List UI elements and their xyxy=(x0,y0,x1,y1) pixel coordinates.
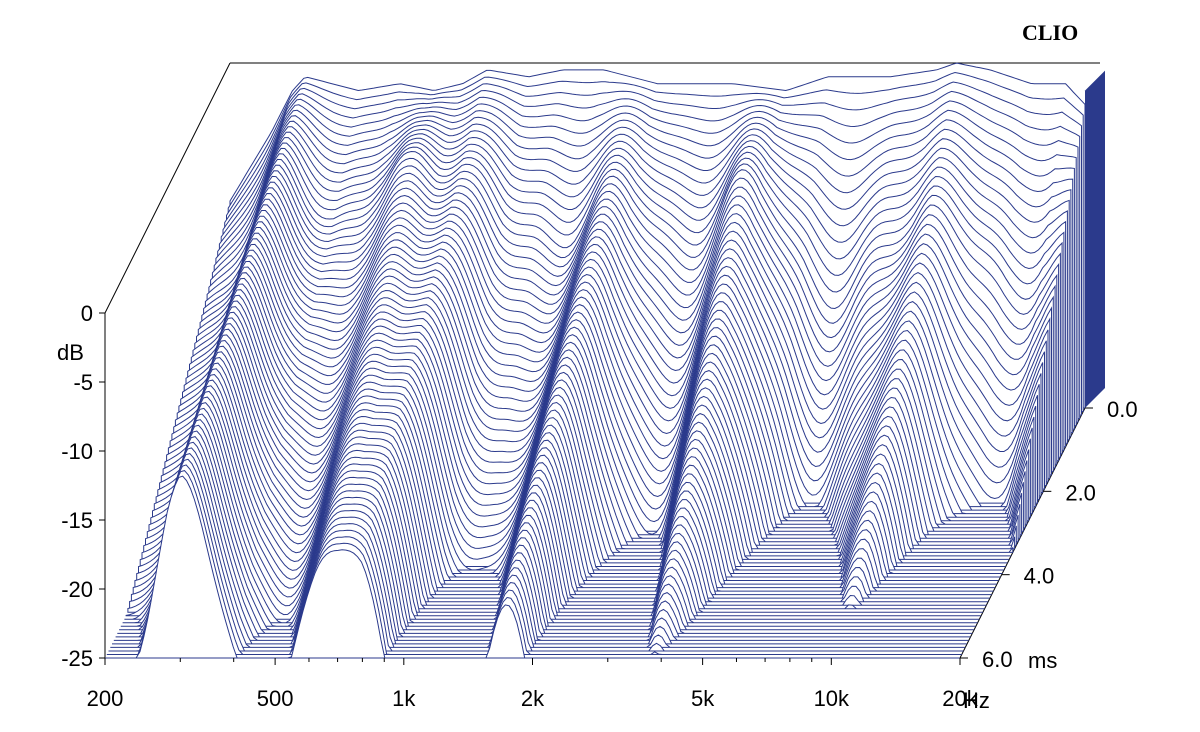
x-tick-label: 200 xyxy=(87,686,124,711)
z-tick-label: 4.0 xyxy=(1024,564,1055,589)
y-tick-label: -25 xyxy=(61,646,93,671)
z-tick-label: 6.0 xyxy=(982,647,1013,672)
x-unit-label: Hz xyxy=(963,688,990,713)
waterfall-slice xyxy=(105,475,960,659)
y-tick-label: -5 xyxy=(73,370,93,395)
z-unit-label: ms xyxy=(1028,648,1057,673)
end-wall xyxy=(1085,70,1105,408)
z-tick-label: 2.0 xyxy=(1065,480,1096,505)
x-tick-label: 1k xyxy=(392,686,416,711)
x-tick-label: 2k xyxy=(521,686,545,711)
axis-ticks: 0 -5 -10 -15 -20 -25 200 500 1k 2k 5k 10k 20k 0.0 2.0 4… xyxy=(61,301,1137,711)
brand-label: CLIO xyxy=(1022,20,1078,45)
x-tick-label: 20k xyxy=(942,686,978,711)
x-tick-label: 500 xyxy=(257,686,294,711)
y-tick-label: -15 xyxy=(61,508,93,533)
x-tick-label: 10k xyxy=(814,686,850,711)
y-unit-label: dB xyxy=(57,340,84,365)
top-left-edge xyxy=(104,62,231,314)
waterfall-slices xyxy=(105,62,1105,659)
y-tick-label: -20 xyxy=(61,577,93,602)
x-tick-label: 5k xyxy=(691,686,715,711)
y-tick-label: 0 xyxy=(81,301,93,326)
y-tick-label: -10 xyxy=(61,439,93,464)
z-tick-label: 0.0 xyxy=(1107,397,1138,422)
